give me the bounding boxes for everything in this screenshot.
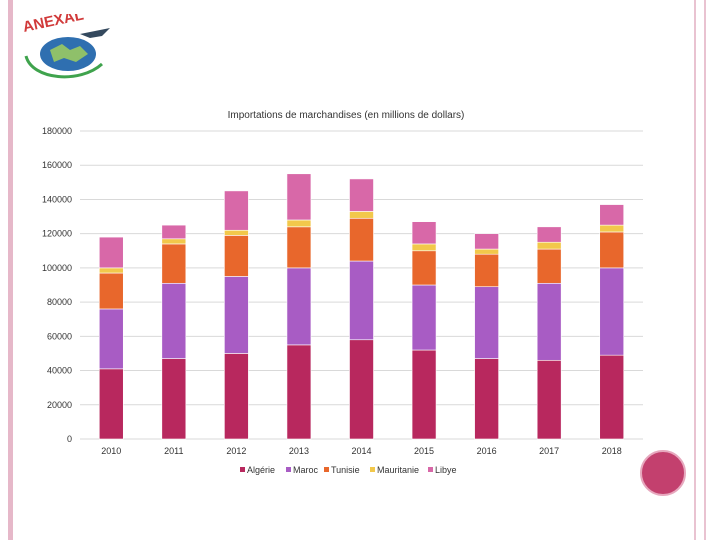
logo-plane [80, 28, 110, 38]
bar-2010-Libye [98, 236, 124, 269]
bar-2011-Libye [161, 224, 187, 240]
bar-2018-Tunisie [599, 231, 625, 269]
bar-2013-Tunisie [286, 226, 312, 269]
y-tick-label: 0 [67, 434, 72, 444]
chart-legend: Algérie Maroc Tunisie Mauritanie Libye [240, 465, 457, 475]
bar-2010-Tunisie [98, 272, 124, 310]
y-tick-label: 140000 [42, 194, 72, 204]
legend-swatch-Libye [428, 467, 433, 472]
bar-2011-Maroc [161, 282, 187, 359]
logo-continents [50, 44, 88, 62]
bar-2010-Mauritanie [98, 267, 124, 274]
legend-swatch-Algérie [240, 467, 245, 472]
bar-2010-Maroc [98, 308, 124, 370]
y-tick-label: 80000 [47, 297, 72, 307]
y-tick-label: 100000 [42, 263, 72, 273]
x-tick-label: 2016 [477, 446, 497, 456]
chart-bars [98, 173, 625, 440]
bar-2015-Libye [411, 221, 437, 245]
bar-2018-Algérie [599, 354, 625, 440]
right-frame-line-outer [704, 0, 706, 540]
anexal-logo: ANEXAL [21, 14, 110, 79]
bar-2014-Mauritanie [349, 211, 374, 219]
bar-2017-Libye [536, 226, 562, 243]
bar-2013-Libye [286, 173, 312, 221]
y-tick-label: 180000 [42, 126, 72, 136]
bar-2014-Algérie [349, 339, 374, 440]
legend-swatch-Mauritanie [370, 467, 375, 472]
bar-2016-Algérie [474, 358, 499, 440]
legend-label-Libye: Libye [435, 465, 457, 475]
bar-2014-Libye [349, 178, 374, 212]
bar-2017-Tunisie [536, 248, 562, 284]
bar-2016-Maroc [474, 286, 499, 359]
bar-2015-Mauritanie [411, 243, 437, 252]
bar-2010-Algérie [98, 368, 124, 440]
x-tick-label: 2012 [226, 446, 246, 456]
bar-2016-Mauritanie [474, 248, 499, 255]
bar-2012-Tunisie [224, 235, 249, 277]
x-tick-label: 2014 [351, 446, 371, 456]
x-tick-label: 2018 [602, 446, 622, 456]
legend-swatch-Maroc [286, 467, 291, 472]
bar-2017-Mauritanie [536, 241, 562, 250]
bar-2011-Mauritanie [161, 238, 187, 245]
bar-2012-Libye [224, 190, 249, 231]
bar-2017-Maroc [536, 282, 562, 361]
x-tick-label: 2010 [101, 446, 121, 456]
chart-title: Importations de marchandises (en million… [228, 110, 465, 121]
bar-2011-Tunisie [161, 243, 187, 284]
x-tick-label: 2017 [539, 446, 559, 456]
bar-2016-Tunisie [474, 253, 499, 288]
legend-label-Tunisie: Tunisie [331, 465, 360, 475]
right-frame-line [694, 0, 696, 540]
x-tick-label: 2015 [414, 446, 434, 456]
bar-2011-Algérie [161, 358, 187, 440]
legend-label-Algérie: Algérie [247, 465, 275, 475]
legend-label-Maroc: Maroc [293, 465, 319, 475]
bar-2013-Maroc [286, 267, 312, 346]
y-tick-label: 160000 [42, 160, 72, 170]
bar-2015-Algérie [411, 349, 437, 440]
logo-swoosh [24, 55, 104, 79]
y-tick-label: 40000 [47, 366, 72, 376]
bar-2014-Tunisie [349, 217, 374, 262]
bar-2013-Mauritanie [286, 219, 312, 228]
bar-2013-Algérie [286, 344, 312, 440]
legend-swatch-Tunisie [324, 467, 329, 472]
bar-2018-Libye [599, 204, 625, 226]
bar-2016-Libye [474, 233, 499, 250]
legend-label-Mauritanie: Mauritanie [377, 465, 419, 475]
bar-2017-Algérie [536, 359, 562, 440]
bar-2015-Tunisie [411, 250, 437, 286]
x-tick-label: 2011 [164, 446, 183, 456]
y-tick-label: 20000 [47, 400, 72, 410]
x-axis-labels: 2010 2011 2012 2013 2014 2015 2016 2017 2018 [101, 446, 621, 456]
bar-2012-Maroc [224, 276, 249, 354]
y-tick-label: 60000 [47, 331, 72, 341]
left-frame-bar [8, 0, 13, 540]
x-tick-label: 2013 [289, 446, 309, 456]
bar-2018-Maroc [599, 267, 625, 356]
bar-2012-Mauritanie [224, 229, 249, 236]
y-tick-label: 120000 [42, 229, 72, 239]
bar-2012-Algérie [224, 353, 249, 440]
bar-2014-Maroc [349, 260, 374, 341]
bar-2015-Maroc [411, 284, 437, 351]
bar-2018-Mauritanie [599, 224, 625, 233]
nav-circle-button[interactable] [640, 450, 686, 496]
